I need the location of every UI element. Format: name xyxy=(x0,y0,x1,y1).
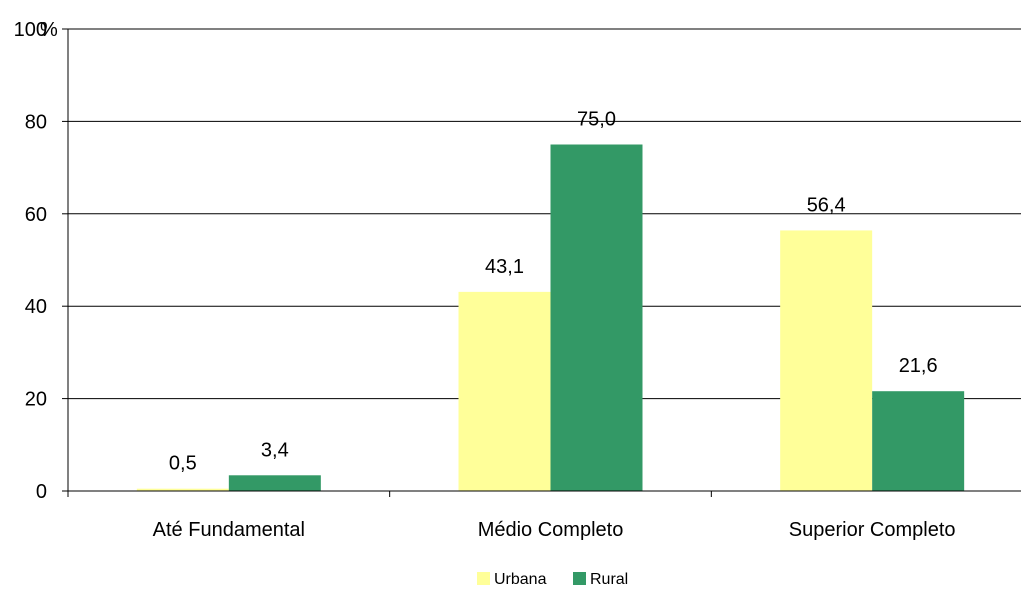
x-tick-label: Médio Completo xyxy=(478,519,624,541)
y-tick-label: 0 xyxy=(36,481,47,503)
data-label: 75,0 xyxy=(577,109,616,131)
y-ticks: 0 20 40 60 80 100 xyxy=(14,19,68,503)
x-tick-label: Até Fundamental xyxy=(153,519,305,541)
y-tick-label: 60 xyxy=(25,204,47,226)
legend-swatch-rural xyxy=(573,572,586,585)
y-tick-label: 40 xyxy=(25,296,47,318)
x-tick-label: Superior Completo xyxy=(789,519,956,541)
y-tick-label: 20 xyxy=(25,389,47,411)
bar-rural xyxy=(228,475,321,491)
data-labels: 0,5 3,4 43,1 75,0 56,4 21,6 xyxy=(169,109,938,475)
y-tick-label: 80 xyxy=(25,111,47,133)
data-label: 3,4 xyxy=(261,439,289,461)
data-label: 21,6 xyxy=(899,355,938,377)
legend-label-rural: Rural xyxy=(590,571,628,588)
y-tick-label: 100 xyxy=(14,19,47,41)
bars xyxy=(136,144,965,491)
data-label: 0,5 xyxy=(169,453,197,475)
bar-urbana xyxy=(458,291,551,491)
legend-swatch-urbana xyxy=(477,572,490,585)
legend: Urbana Rural xyxy=(477,571,628,588)
axes xyxy=(67,29,1021,492)
y-axis-unit: % xyxy=(40,19,58,41)
data-label: 56,4 xyxy=(807,194,846,216)
bar-rural xyxy=(550,144,643,491)
x-ticks: Até Fundamental Médio Completo Superior Co… xyxy=(67,491,956,541)
bar-urbana xyxy=(136,488,229,491)
data-label: 43,1 xyxy=(485,256,524,278)
bar-urbana xyxy=(780,230,873,491)
bar-rural xyxy=(872,391,965,491)
legend-label-urbana: Urbana xyxy=(494,571,547,588)
